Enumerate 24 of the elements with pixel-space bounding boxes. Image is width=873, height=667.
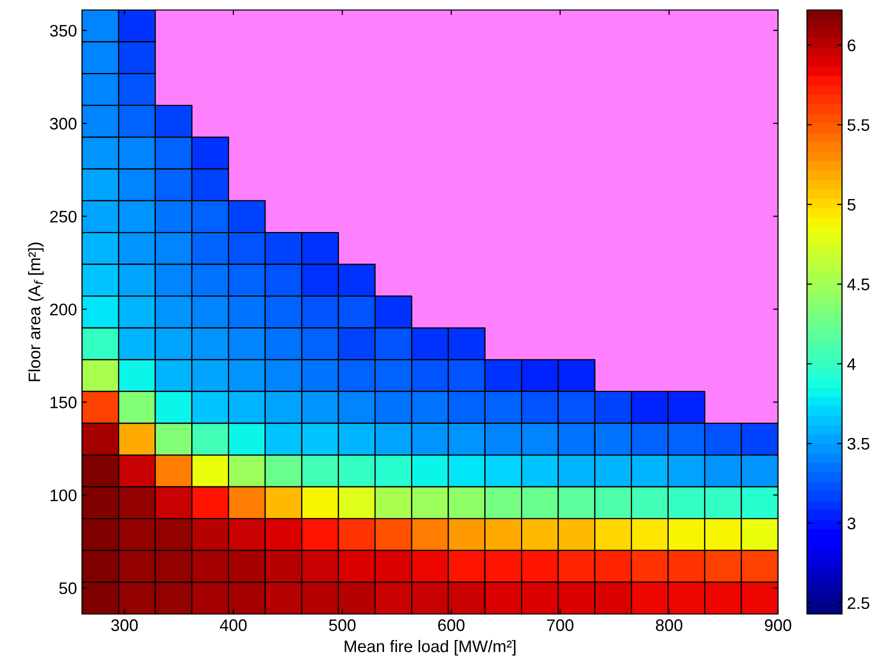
y-tick-label: 200	[50, 304, 76, 316]
color-bar-label: 6	[848, 39, 856, 52]
x-tick-label: 500	[329, 619, 356, 632]
y-tick-label: 50	[59, 582, 76, 594]
color-bar-label: 5	[848, 199, 856, 211]
y-axis-title: Floor area (A$_{f}$ [m²])	[28, 242, 44, 382]
color-bar-label: 5.5	[848, 119, 870, 131]
x-tick-label: 400	[220, 619, 247, 632]
y-tick-label: 250	[50, 210, 76, 222]
color-bar-label: 4	[847, 358, 856, 370]
x-axis-title: Mean fire load [MW/m²]	[344, 640, 516, 656]
x-tick-label: 700	[547, 619, 574, 632]
x-tick-label: 300	[111, 619, 138, 632]
y-tick-label: 100	[50, 489, 76, 502]
x-tick-label: 800	[656, 619, 682, 632]
x-tick-label: 900	[764, 619, 792, 632]
y-tick-label: 150	[50, 396, 76, 408]
color-bar-label: 2.5	[848, 597, 870, 610]
y-tick-label: 300	[50, 118, 76, 130]
color-bar-label: 3	[847, 518, 856, 530]
x-tick-label: 600	[438, 619, 464, 632]
color-bar-label: 3.5	[847, 438, 870, 450]
y-tick-label: 350	[50, 24, 76, 37]
color-bar-label: 4.5	[847, 278, 870, 290]
